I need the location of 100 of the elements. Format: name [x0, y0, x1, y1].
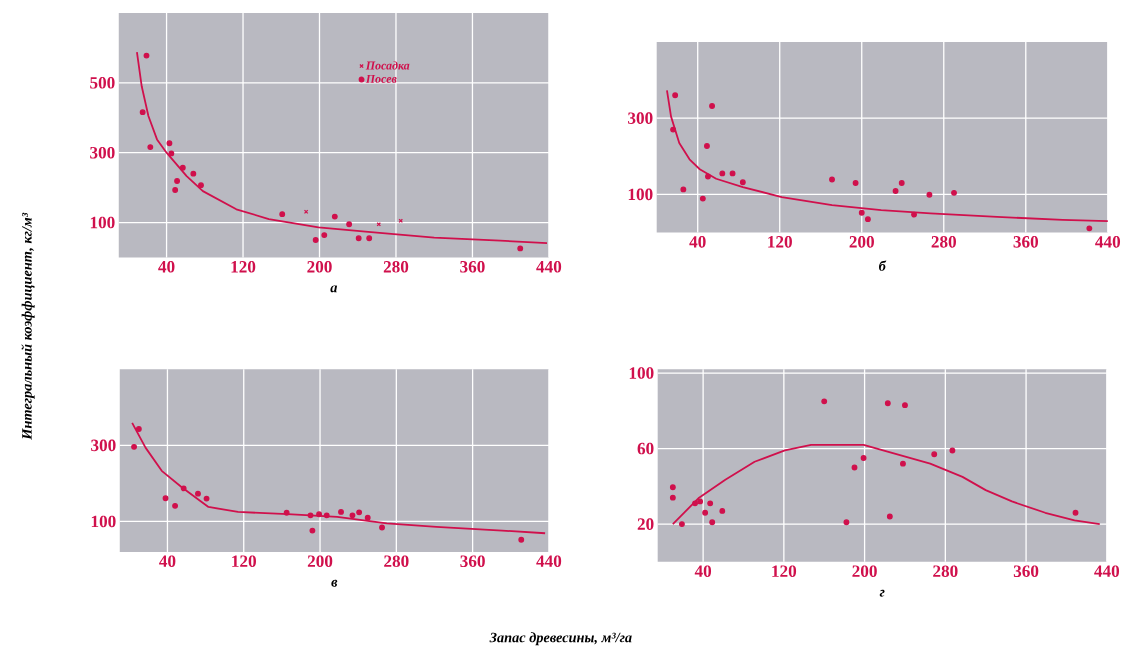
point: [135, 426, 142, 433]
x-tick-label: 120: [768, 236, 792, 248]
x-tick-label: 200: [307, 261, 332, 273]
y-tick-label: 100: [90, 216, 115, 229]
x-tick-label: 40: [159, 555, 176, 568]
y-tick-label: 500: [90, 77, 115, 89]
x-tick-label: 360: [460, 261, 485, 273]
line-series: [666, 89, 1109, 223]
point: [518, 536, 525, 543]
x-tick-label: 440: [536, 555, 562, 568]
point: [902, 402, 908, 409]
point: [283, 509, 290, 516]
x-tick-label: 280: [931, 236, 956, 248]
point: [729, 170, 736, 177]
point: [852, 180, 859, 187]
point: [704, 143, 710, 150]
point: [669, 494, 676, 501]
point: [719, 508, 726, 514]
point: [709, 103, 715, 110]
x-axis-title: в: [331, 579, 338, 587]
y-tick-label: 60: [637, 442, 654, 455]
x-tick-label: 120: [772, 565, 797, 578]
point: [131, 444, 138, 450]
point: [951, 190, 957, 196]
point: [166, 140, 173, 147]
x-tick-label: 40: [694, 565, 712, 578]
point: [949, 447, 956, 454]
point: [303, 209, 309, 215]
point: [346, 221, 353, 228]
point: [172, 503, 179, 509]
point: [892, 188, 899, 195]
point: [190, 170, 197, 177]
point: [860, 455, 867, 462]
point: [162, 495, 169, 502]
point: [697, 498, 704, 505]
point: [886, 513, 893, 520]
y-tick-label: 300: [90, 147, 115, 159]
point: [338, 509, 344, 516]
x-tick-label: 440: [1095, 236, 1121, 248]
x-tick-label: 360: [1013, 236, 1039, 248]
x-tick-label: 40: [689, 236, 706, 248]
x-tick-label: 280: [383, 261, 409, 273]
point: [147, 144, 154, 151]
point: [195, 490, 201, 497]
y-tick-label: 100: [628, 188, 653, 201]
point: [739, 179, 746, 186]
point: [1086, 225, 1093, 232]
y-tick-label: 300: [91, 439, 116, 452]
text: Запас древесины, м³/га: [489, 632, 632, 646]
x-axis-title: б: [879, 260, 887, 271]
legend-label: Посев: [365, 75, 397, 83]
point: [179, 164, 186, 171]
x-axis-title: г: [879, 589, 885, 597]
point: [172, 187, 179, 194]
point: [851, 464, 858, 471]
point: [843, 519, 850, 526]
point: [678, 521, 685, 528]
point: [900, 460, 906, 467]
point: [180, 485, 187, 492]
point: [864, 216, 871, 223]
point: [168, 150, 175, 157]
point: [1072, 509, 1079, 516]
point: [926, 192, 933, 198]
point: [312, 237, 319, 244]
legend-label: Посадка: [365, 61, 410, 70]
point: [705, 173, 711, 180]
y-tick-label: 300: [628, 112, 653, 125]
x-tick-label: 360: [1013, 565, 1039, 578]
x-tick-label: 200: [849, 236, 874, 248]
point: [143, 52, 150, 59]
point: [331, 213, 338, 220]
point: [323, 512, 330, 519]
line-series: [131, 422, 546, 535]
x-tick-label: 280: [933, 565, 958, 578]
point: [670, 126, 677, 133]
point: [911, 211, 917, 218]
point: [366, 235, 373, 242]
point: [379, 524, 385, 531]
x-tick-label: 280: [384, 555, 409, 568]
point: [931, 451, 938, 458]
point: [316, 511, 323, 518]
point: [321, 232, 328, 239]
point: [699, 195, 706, 202]
point: [898, 180, 905, 187]
point: [829, 176, 835, 183]
x-tick-label: 40: [158, 261, 175, 273]
point: [356, 509, 363, 516]
point: [349, 512, 356, 519]
point: [680, 186, 687, 193]
x-tick-label: 360: [460, 555, 485, 568]
line-series: [136, 51, 548, 245]
point: [821, 398, 828, 405]
point: [709, 519, 716, 526]
x-tick-label: 120: [231, 261, 256, 273]
point: [364, 514, 371, 521]
point: [139, 109, 146, 116]
point: [198, 182, 204, 189]
point: [672, 92, 679, 99]
y-tick-label: 100: [91, 515, 116, 528]
point: [719, 170, 726, 177]
